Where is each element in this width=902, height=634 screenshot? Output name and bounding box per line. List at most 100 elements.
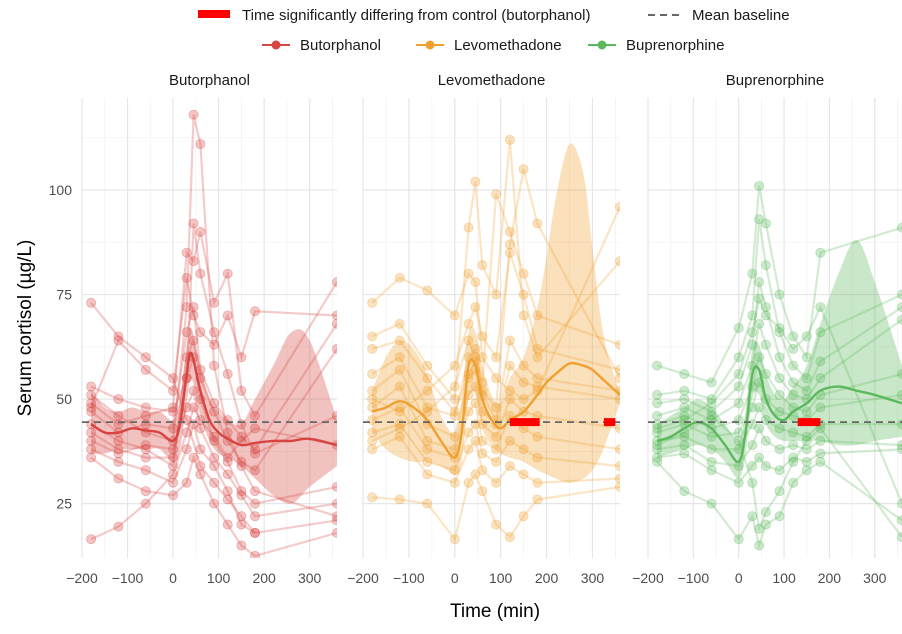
data-point [801, 456, 812, 467]
data-point [706, 398, 717, 409]
subject-series-6 [86, 335, 337, 476]
subject-series-7 [652, 402, 902, 455]
data-point [532, 218, 543, 229]
data-point [491, 189, 502, 200]
data-point [760, 302, 771, 313]
data-point [236, 456, 247, 467]
data-point [449, 431, 460, 442]
gridlines [81, 98, 337, 558]
panel-buprenorphine: Buprenorphine −200 −100 0 100 200 300 [632, 72, 902, 586]
subject-line [656, 448, 902, 485]
data-point [801, 406, 812, 417]
data-point [706, 444, 717, 455]
data-point [733, 368, 744, 379]
data-point [86, 435, 97, 446]
subject-series-8 [86, 385, 337, 522]
data-point [86, 381, 97, 392]
data-point [733, 381, 744, 392]
panel-data [652, 180, 902, 551]
subject-line [90, 404, 337, 541]
data-point [168, 385, 179, 396]
data-point [491, 444, 502, 455]
subject-line [90, 454, 337, 558]
data-point [897, 532, 902, 543]
data-point [470, 469, 481, 480]
subject-line [90, 231, 337, 426]
data-point [113, 456, 124, 467]
data-point [679, 385, 690, 396]
data-point [788, 477, 799, 488]
data-point [679, 402, 690, 413]
data-point [532, 373, 543, 384]
subject-line [371, 383, 620, 451]
significant-segment-1 [797, 418, 821, 427]
data-point [788, 331, 799, 342]
data-point [733, 322, 744, 333]
data-point [897, 289, 902, 300]
legend-label-buprenorphine: Buprenorphine [626, 37, 724, 54]
data-point [615, 394, 620, 405]
subject-line [372, 472, 620, 542]
x-tick-label-300: 300 [581, 570, 605, 586]
data-point [209, 406, 220, 417]
panel-title-levomethadone: Levomethadone [438, 72, 546, 89]
data-point [754, 523, 765, 534]
data-point [222, 310, 233, 321]
data-point [532, 477, 543, 488]
data-point [760, 506, 771, 517]
data-point [463, 335, 474, 346]
data-point [470, 419, 481, 430]
data-point [195, 138, 206, 149]
data-point [679, 368, 690, 379]
data-point [774, 352, 785, 363]
data-point [504, 226, 515, 237]
subject-series-1 [86, 297, 261, 538]
subject-line [90, 420, 337, 535]
data-point [394, 406, 405, 417]
data-point [140, 465, 151, 476]
data-point [491, 456, 502, 467]
x-tick-label-100: 100 [489, 570, 513, 586]
data-point [86, 297, 97, 308]
data-point [250, 306, 261, 317]
data-point [470, 343, 481, 354]
legend-key-point-0 [271, 40, 281, 50]
data-point [86, 427, 97, 438]
panel-data [367, 134, 620, 545]
data-point [747, 268, 758, 279]
data-point [491, 477, 502, 488]
x-axis-label: Time (min) [450, 601, 540, 622]
data-point [504, 134, 515, 145]
data-point [250, 448, 261, 459]
data-point [760, 218, 771, 229]
data-point [491, 373, 502, 384]
data-point [760, 435, 771, 446]
data-point [504, 460, 515, 471]
data-point [394, 352, 405, 363]
legend-label-levomethadone: Levomethadone [454, 37, 562, 54]
x-tick-label-−100: −100 [393, 570, 425, 586]
data-point [652, 427, 663, 438]
subject-series-9 [367, 469, 620, 545]
data-point [470, 302, 481, 313]
data-point [332, 343, 337, 354]
data-point [477, 435, 488, 446]
data-point [209, 339, 220, 350]
data-point [532, 494, 543, 505]
subject-line [371, 435, 620, 485]
data-point [518, 377, 529, 388]
subject-line [371, 400, 620, 459]
data-point [209, 297, 220, 308]
data-point [449, 310, 460, 321]
data-point [463, 444, 474, 455]
data-point [188, 109, 199, 120]
subject-line [90, 306, 337, 451]
subject-series-7 [367, 419, 620, 476]
data-point [113, 419, 124, 430]
data-point [236, 486, 247, 497]
data-point [209, 477, 220, 488]
y-tick-label-75: 75 [56, 287, 72, 303]
legend-key-point-2 [597, 40, 607, 50]
data-point [463, 318, 474, 329]
data-point [652, 398, 663, 409]
